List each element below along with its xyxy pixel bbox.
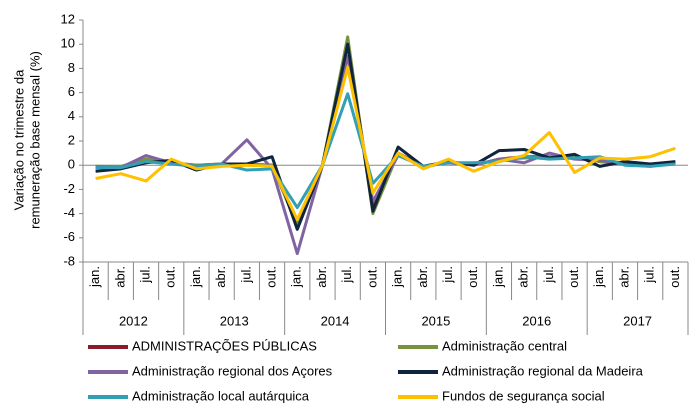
x-tick-label: jul.: [541, 266, 556, 284]
year-label: 2012: [119, 313, 148, 328]
y-tick-label: 4: [68, 108, 75, 123]
x-tick-label: jul.: [440, 266, 455, 284]
y-tick-label: 6: [68, 84, 75, 99]
legend-label: Administração local autárquica: [132, 388, 310, 403]
x-tick-label: out.: [364, 266, 379, 288]
x-tick-label: out.: [566, 266, 581, 288]
y-tick-label: -4: [63, 205, 75, 220]
y-tick-label: 8: [68, 60, 75, 75]
series-line: [95, 42, 676, 231]
y-tick-label: -6: [63, 229, 75, 244]
x-tick-label: jan.: [490, 266, 505, 288]
x-tick-label: jul.: [137, 266, 152, 284]
x-tick-label: jan.: [591, 266, 606, 288]
x-tick-label: out.: [264, 266, 279, 288]
y-tick-label: 10: [61, 36, 75, 51]
y-tick-label: -8: [63, 253, 75, 268]
x-tick-label: jan.: [87, 266, 102, 288]
year-label: 2015: [421, 313, 450, 328]
y-axis-label: remuneração base mensal (%): [27, 51, 42, 229]
x-tick-label: abr.: [213, 266, 228, 288]
legend-label: Administração regional da Madeira: [442, 363, 644, 378]
y-tick-label: 2: [68, 132, 75, 147]
year-label: 2016: [522, 313, 551, 328]
x-tick-label: jan.: [289, 266, 304, 288]
x-tick-label: jan.: [188, 266, 203, 288]
y-tick-label: 0: [68, 157, 75, 172]
legend-label: ADMINISTRAÇÕES PÚBLICAS: [132, 338, 317, 353]
year-label: 2013: [220, 313, 249, 328]
x-tick-label: jul.: [339, 266, 354, 284]
x-tick-label: jul.: [238, 266, 253, 284]
legend-label: Fundos de segurança social: [442, 388, 605, 403]
series-line: [95, 92, 676, 210]
y-tick-label: -2: [63, 181, 75, 196]
x-tick-label: jan.: [390, 266, 405, 288]
x-tick-label: jul.: [642, 266, 657, 284]
series-line: [95, 65, 676, 222]
legend-label: Administração regional dos Açores: [132, 363, 333, 378]
x-tick-label: out.: [465, 266, 480, 288]
y-tick-label: 12: [61, 11, 75, 26]
year-label: 2017: [623, 313, 652, 328]
x-tick-label: abr.: [415, 266, 430, 288]
x-tick-label: abr.: [112, 266, 127, 288]
x-tick-label: abr.: [616, 266, 631, 288]
year-label: 2014: [321, 313, 350, 328]
series-line: [95, 42, 676, 225]
series-line: [95, 35, 676, 228]
legend-label: Administração central: [442, 338, 567, 353]
x-tick-label: abr.: [314, 266, 329, 288]
x-tick-label: out.: [163, 266, 178, 288]
x-tick-label: out.: [667, 266, 682, 288]
x-tick-label: abr.: [516, 266, 531, 288]
series-line: [95, 54, 676, 256]
y-axis-label: Variação no trimestre da: [11, 69, 26, 210]
